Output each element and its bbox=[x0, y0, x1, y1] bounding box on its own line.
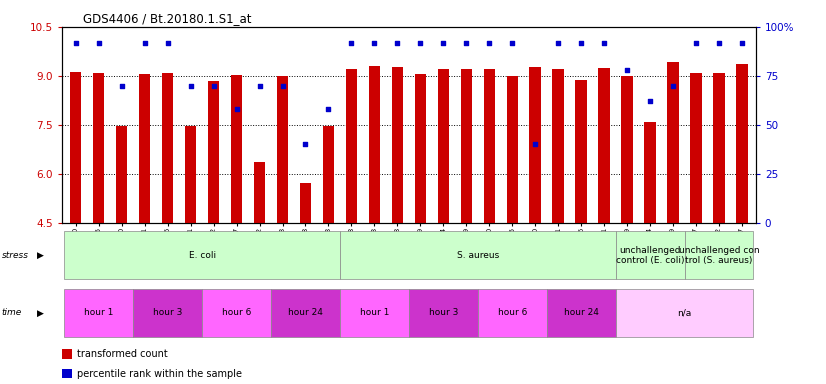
Point bbox=[414, 40, 427, 46]
Bar bbox=[461, 69, 472, 223]
Bar bbox=[736, 65, 748, 223]
Point bbox=[207, 83, 221, 89]
Bar bbox=[685, 232, 753, 279]
Bar bbox=[483, 69, 495, 223]
Text: E. coli: E. coli bbox=[188, 251, 216, 260]
Bar bbox=[553, 70, 564, 223]
Bar bbox=[598, 68, 610, 223]
Point bbox=[184, 83, 197, 89]
Text: hour 24: hour 24 bbox=[288, 308, 323, 318]
Bar bbox=[615, 289, 753, 337]
Bar bbox=[277, 76, 288, 223]
Bar bbox=[392, 67, 403, 223]
Bar bbox=[133, 289, 202, 337]
Point bbox=[506, 40, 519, 46]
Bar bbox=[438, 70, 449, 223]
Point bbox=[253, 83, 266, 89]
Bar bbox=[409, 289, 477, 337]
Bar bbox=[667, 62, 679, 223]
Point bbox=[620, 67, 634, 73]
Text: hour 6: hour 6 bbox=[497, 308, 527, 318]
Bar bbox=[714, 73, 724, 223]
Bar bbox=[323, 126, 335, 223]
Bar bbox=[300, 183, 311, 223]
Text: hour 6: hour 6 bbox=[222, 308, 251, 318]
Text: unchallenged
control (E. coli): unchallenged control (E. coli) bbox=[616, 246, 685, 265]
Bar bbox=[208, 81, 220, 223]
Bar bbox=[615, 232, 685, 279]
Bar bbox=[576, 80, 587, 223]
Bar bbox=[621, 76, 633, 223]
Bar bbox=[271, 289, 340, 337]
Text: n/a: n/a bbox=[677, 308, 691, 318]
Text: hour 3: hour 3 bbox=[429, 308, 458, 318]
Text: hour 1: hour 1 bbox=[359, 308, 389, 318]
Point bbox=[643, 98, 657, 104]
Bar bbox=[202, 289, 271, 337]
Bar bbox=[340, 232, 615, 279]
Point bbox=[391, 40, 404, 46]
Bar bbox=[116, 126, 127, 223]
Point bbox=[460, 40, 473, 46]
Bar bbox=[644, 121, 656, 223]
Point bbox=[344, 40, 358, 46]
Bar bbox=[185, 126, 197, 223]
Point bbox=[93, 40, 106, 46]
Point bbox=[368, 40, 381, 46]
Bar bbox=[93, 73, 104, 223]
Point bbox=[276, 83, 289, 89]
Text: unchallenged con
trol (S. aureus): unchallenged con trol (S. aureus) bbox=[679, 246, 759, 265]
Point bbox=[690, 40, 703, 46]
Text: time: time bbox=[2, 308, 22, 318]
Point bbox=[712, 40, 725, 46]
Bar bbox=[62, 369, 73, 378]
Text: percentile rank within the sample: percentile rank within the sample bbox=[77, 369, 242, 379]
Bar bbox=[230, 75, 242, 223]
Bar bbox=[254, 162, 265, 223]
Text: hour 3: hour 3 bbox=[153, 308, 183, 318]
Bar bbox=[368, 66, 380, 223]
Text: GDS4406 / Bt.20180.1.S1_at: GDS4406 / Bt.20180.1.S1_at bbox=[83, 12, 251, 25]
Point bbox=[138, 40, 151, 46]
Text: S. aureus: S. aureus bbox=[457, 251, 499, 260]
Point bbox=[667, 83, 680, 89]
Point bbox=[597, 40, 610, 46]
Point bbox=[230, 106, 243, 112]
Point bbox=[115, 83, 128, 89]
Point bbox=[482, 40, 496, 46]
Bar bbox=[162, 73, 173, 223]
Point bbox=[735, 40, 748, 46]
Point bbox=[552, 40, 565, 46]
Bar bbox=[64, 289, 133, 337]
Point bbox=[529, 141, 542, 147]
Bar bbox=[62, 349, 73, 359]
Bar bbox=[340, 289, 409, 337]
Bar bbox=[64, 232, 340, 279]
Point bbox=[575, 40, 588, 46]
Bar bbox=[139, 74, 150, 223]
Text: ▶: ▶ bbox=[37, 251, 44, 260]
Text: hour 24: hour 24 bbox=[563, 308, 599, 318]
Point bbox=[69, 40, 83, 46]
Bar bbox=[529, 67, 541, 223]
Bar bbox=[547, 289, 615, 337]
Point bbox=[322, 106, 335, 112]
Bar bbox=[70, 72, 82, 223]
Point bbox=[299, 141, 312, 147]
Text: hour 1: hour 1 bbox=[84, 308, 113, 318]
Bar bbox=[346, 70, 357, 223]
Bar bbox=[506, 76, 518, 223]
Text: stress: stress bbox=[2, 251, 29, 260]
Point bbox=[161, 40, 174, 46]
Bar bbox=[477, 289, 547, 337]
Text: transformed count: transformed count bbox=[77, 349, 168, 359]
Bar bbox=[415, 74, 426, 223]
Point bbox=[437, 40, 450, 46]
Bar bbox=[691, 73, 702, 223]
Text: ▶: ▶ bbox=[37, 308, 44, 318]
